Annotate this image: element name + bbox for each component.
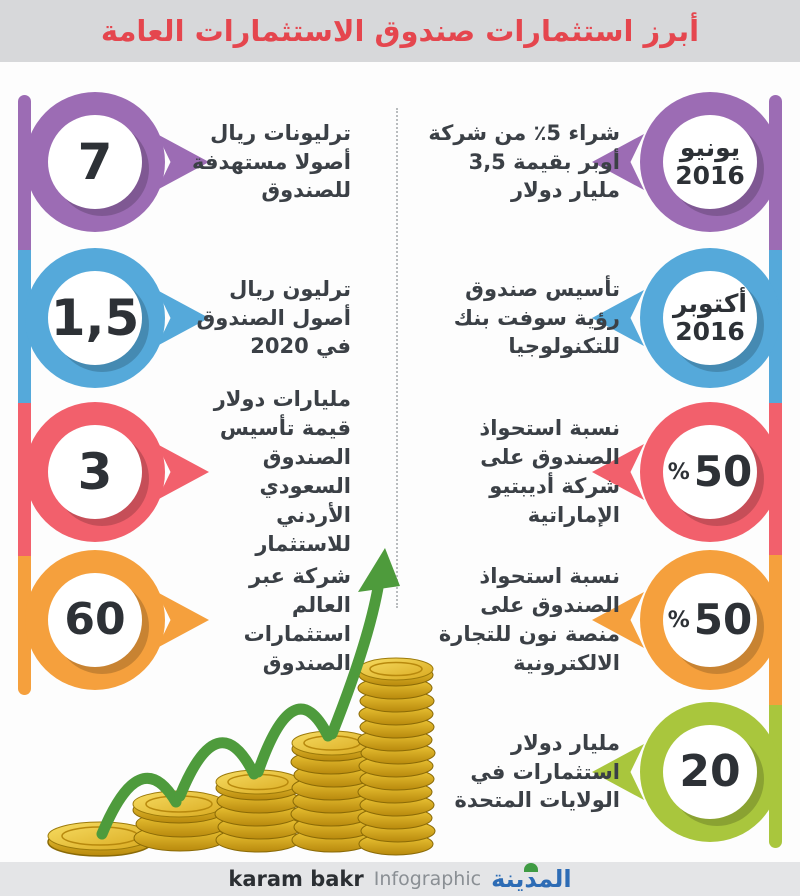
event-year: 2016	[675, 161, 745, 190]
stat-badge-targeted-assets: 7	[25, 92, 165, 232]
badge-inner-disc: 1,5	[48, 271, 142, 365]
badge-inner-disc: يونيو 2016	[663, 115, 757, 209]
bar-segment-red	[18, 403, 31, 556]
percent-sign: %	[667, 607, 690, 633]
badge-inner-disc: أكتوبر 2016	[663, 271, 757, 365]
stat-label-block: مليار دولار استثمارات في الولايات المتحد…	[420, 710, 620, 834]
infographic-label: Infographic	[373, 868, 482, 890]
event-label-block: شراء 5٪ من شركة أوبر بقيمة 3,5 مليار دول…	[420, 100, 620, 224]
badge-inner-disc: 20	[663, 725, 757, 819]
title-bar: أبرز استثمارات صندوق الاستثمارات العامة	[0, 0, 800, 62]
stat-value: 1,5	[50, 289, 140, 347]
badge-inner-disc: 3	[48, 425, 142, 519]
bar-segment-purple	[18, 95, 31, 250]
stat-badge-noon-share: % 50	[640, 550, 780, 690]
stat-label-block: نسبة استحواذ الصندوق على شركة أديبتيو ال…	[420, 398, 620, 546]
stat-value-wrap: % 50	[668, 599, 753, 641]
stat-value: 20	[679, 746, 741, 797]
badge-inner-disc: % 50	[663, 573, 757, 667]
stat-value: 60	[64, 594, 126, 645]
dome-icon	[523, 863, 538, 872]
stat-value-wrap: % 50	[668, 451, 753, 493]
stat-value: 50	[693, 595, 753, 644]
stat-label-block: شركة عبر العالم استثمارات الصندوق	[183, 558, 351, 682]
stat-label: مليار دولار استثمارات في الولايات المتحد…	[454, 730, 620, 813]
center-divider-dotted-line	[396, 108, 398, 608]
bar-segment-blue	[18, 250, 31, 403]
stat-label: مليارات دولار قيمة تأسيس الصندوق السعودي…	[213, 387, 351, 556]
percent-sign: %	[667, 459, 690, 485]
stat-value: 50	[693, 447, 753, 496]
coin-stack-4	[290, 730, 375, 853]
stat-value: 7	[77, 133, 113, 191]
coin-stack-2	[132, 790, 229, 852]
event-date: يونيو	[679, 133, 741, 162]
growth-arrow	[96, 576, 385, 840]
event-badge-october-2016: أكتوبر 2016	[640, 248, 780, 388]
event-label: تأسيس صندوق رؤية سوفت بنك للتكنولوجيا	[453, 276, 620, 359]
stat-label-block: ترليونات ريال أصولا مستهدفة للصندوق	[183, 100, 351, 224]
stat-label: نسبة استحواذ الصندوق على شركة أديبتيو ال…	[479, 416, 620, 527]
stat-badge-us-investments: 20	[640, 702, 780, 842]
coin-stacks-growth-illustration	[47, 548, 436, 857]
stat-badge-saudi-jordan-fund: 3	[25, 402, 165, 542]
event-label-block: تأسيس صندوق رؤية سوفت بنك للتكنولوجيا	[420, 256, 620, 380]
badge-inner-disc: % 50	[663, 425, 757, 519]
stat-badge-global-companies: 60	[25, 550, 165, 690]
event-date: أكتوبر	[673, 289, 747, 318]
coin-stack-5	[357, 657, 436, 856]
stat-label-block: مليارات دولار قيمة تأسيس الصندوق السعودي…	[183, 387, 351, 556]
page-title: أبرز استثمارات صندوق الاستثمارات العامة	[100, 14, 700, 48]
almadina-logo: المدينة	[491, 863, 572, 891]
stat-label-block: نسبة استحواذ الصندوق على منصة نون للتجار…	[420, 546, 620, 694]
event-year: 2016	[675, 317, 745, 346]
stat-label-block: ترليون ريال أصول الصندوق في 2020	[183, 256, 352, 380]
stat-label: ترليونات ريال أصولا مستهدفة للصندوق	[191, 120, 351, 203]
stat-badge-adeptio-share: % 50	[640, 402, 780, 542]
badge-inner-disc: 60	[48, 573, 142, 667]
stat-label: شركة عبر العالم استثمارات الصندوق	[243, 564, 351, 675]
event-label: شراء 5٪ من شركة أوبر بقيمة 3,5 مليار دول…	[428, 120, 620, 203]
stat-label: نسبة استحواذ الصندوق على منصة نون للتجار…	[438, 564, 620, 675]
author-credit: karam bakr	[228, 867, 364, 891]
coin-stack-3	[214, 769, 303, 853]
stat-label: ترليون ريال أصول الصندوق في 2020	[196, 276, 352, 359]
stat-badge-fund-assets-2020: 1,5	[25, 248, 165, 388]
bar-segment-orange	[18, 556, 31, 695]
arrow-head-icon	[358, 548, 400, 592]
coin-stack-1	[47, 821, 153, 857]
event-badge-june-2016: يونيو 2016	[640, 92, 780, 232]
badge-inner-disc: 7	[48, 115, 142, 209]
footer-bar: karam bakr Infographic المدينة	[0, 862, 800, 896]
stat-value: 3	[77, 443, 113, 501]
left-timeline-bar	[18, 95, 31, 695]
